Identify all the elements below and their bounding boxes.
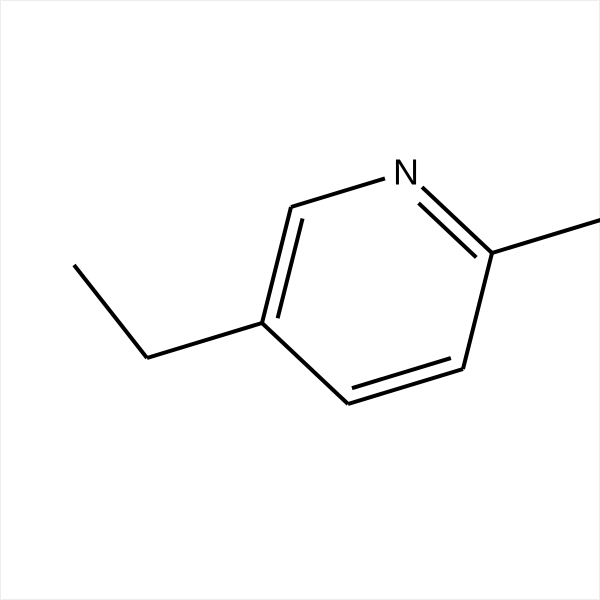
- atom-label-N: N: [393, 152, 419, 193]
- molecule-diagram: N: [0, 0, 600, 600]
